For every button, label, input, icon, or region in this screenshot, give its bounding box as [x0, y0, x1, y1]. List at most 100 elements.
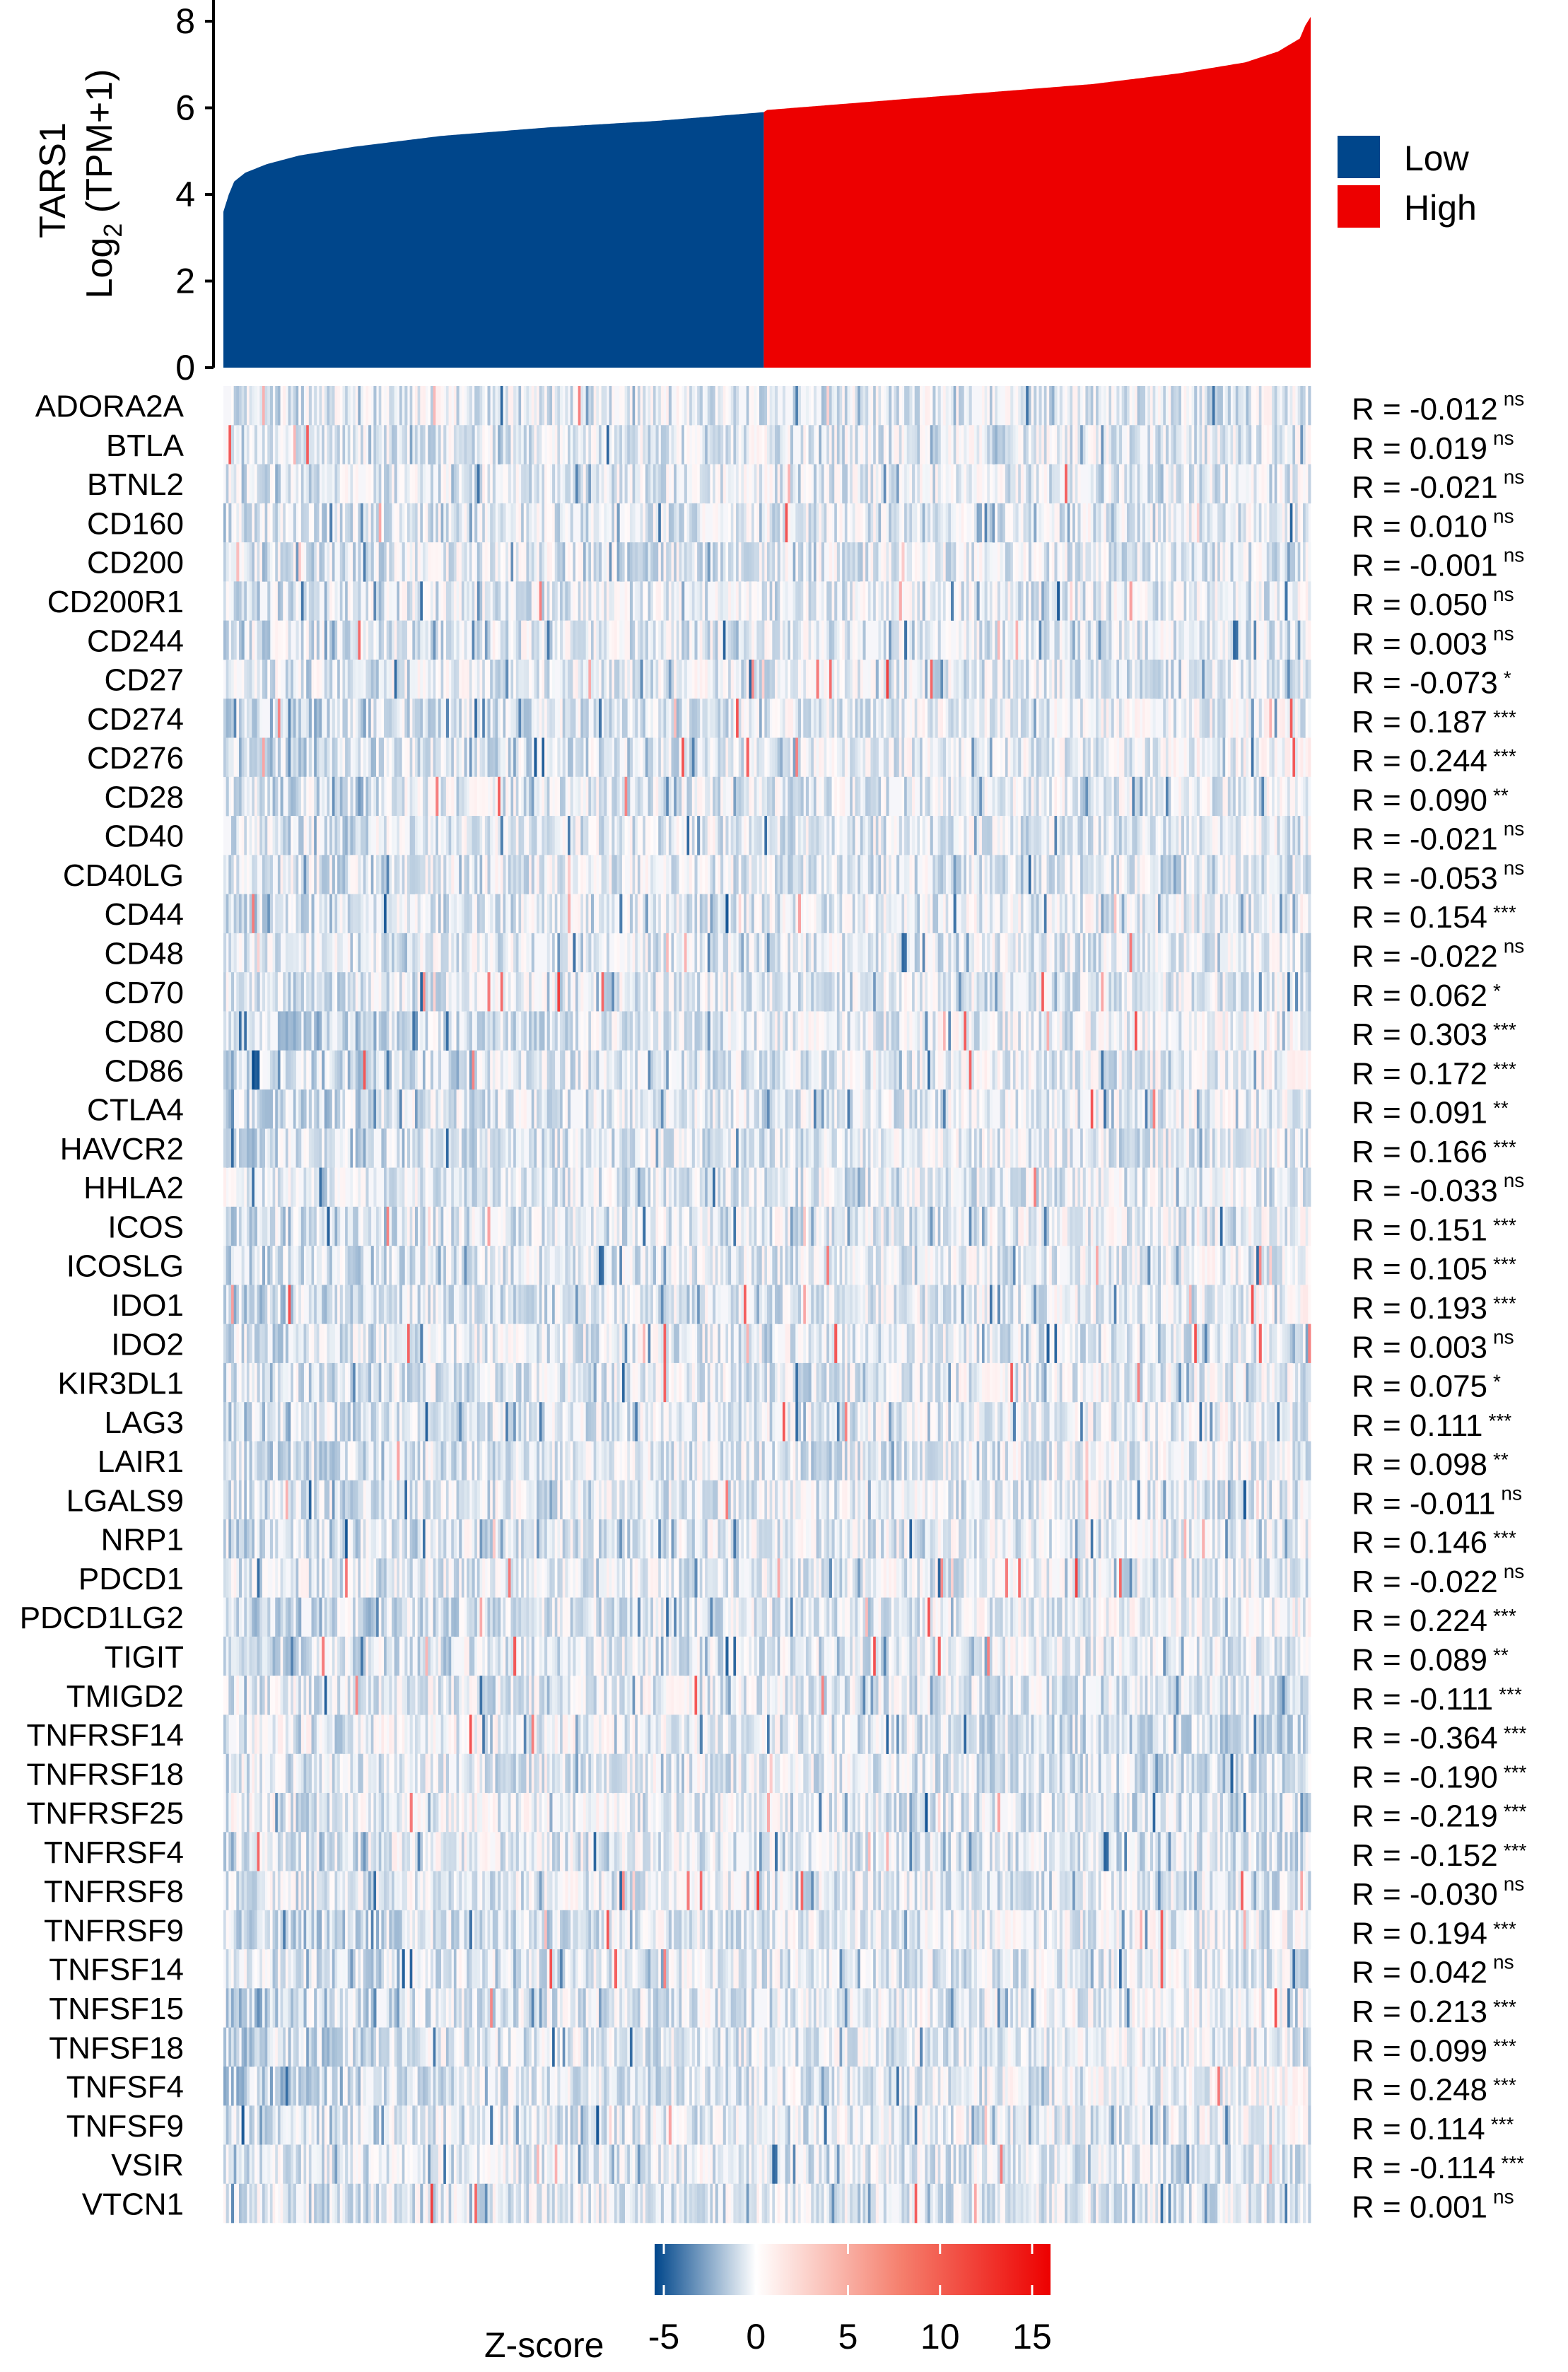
heatmap-cell — [774, 659, 778, 699]
heatmap-cell — [966, 776, 970, 817]
heatmap-cell — [456, 620, 460, 660]
heatmap-cell — [308, 464, 312, 504]
heatmap-cell — [741, 542, 744, 582]
heatmap-cell — [619, 659, 623, 699]
heatmap-cell — [464, 737, 467, 778]
heatmap-cell — [492, 581, 496, 621]
heatmap-cell — [1018, 737, 1022, 778]
heatmap-cell — [736, 816, 739, 855]
heatmap-cell — [1020, 699, 1024, 738]
heatmap-cell — [479, 776, 483, 817]
heatmap-cell — [531, 894, 534, 934]
heatmap-cell — [453, 620, 457, 660]
heatmap-cell — [666, 386, 669, 426]
heatmap-cell — [855, 816, 858, 855]
heatmap-cell — [353, 816, 356, 855]
heatmap-cell — [969, 776, 972, 817]
heatmap-cell — [1082, 816, 1086, 855]
heatmap-cell — [1028, 816, 1031, 855]
heatmap-cell — [298, 542, 302, 582]
heatmap-cell — [816, 620, 819, 660]
heatmap-cell — [976, 699, 980, 738]
heatmap-cell — [1147, 894, 1151, 934]
heatmap-cell — [826, 816, 830, 855]
heatmap-cell — [1191, 425, 1195, 465]
heatmap-cell — [368, 425, 372, 465]
heatmap-cell — [236, 581, 240, 621]
heatmap-cell — [826, 620, 830, 660]
heatmap-cell — [1238, 581, 1241, 621]
heatmap-cell — [583, 503, 587, 543]
heatmap-cell — [749, 776, 752, 817]
heatmap-cell — [1168, 737, 1171, 778]
heatmap-cell — [948, 816, 952, 855]
heatmap-cell — [751, 776, 755, 817]
heatmap-cell — [826, 503, 830, 543]
heatmap-cell — [257, 737, 260, 778]
heatmap-cell — [720, 816, 724, 855]
heatmap-cell — [663, 542, 667, 582]
heatmap-cell — [1173, 464, 1176, 504]
heatmap-cell — [394, 542, 397, 582]
heatmap-cell — [590, 816, 595, 855]
heatmap-cell — [958, 464, 962, 504]
heatmap-cell — [746, 855, 749, 894]
heatmap-cell — [381, 855, 385, 894]
heatmap-cell — [894, 464, 897, 504]
heatmap-cell — [277, 581, 281, 621]
heatmap-cell — [244, 894, 247, 934]
heatmap-cell — [722, 659, 726, 699]
heatmap-cell — [891, 503, 894, 543]
heatmap-cell — [508, 464, 511, 504]
heatmap-cell — [1106, 659, 1109, 699]
heatmap-cell — [1168, 776, 1171, 817]
heatmap-cell — [754, 737, 757, 778]
legend-swatch-high — [1338, 185, 1380, 228]
heatmap-cell — [813, 503, 817, 543]
heatmap-cell — [308, 894, 312, 934]
heatmap-cell — [1140, 464, 1143, 504]
heatmap-cell — [228, 503, 232, 543]
heatmap-cell — [858, 855, 861, 894]
heatmap-cell — [940, 503, 944, 543]
heatmap-cell — [433, 855, 436, 894]
heatmap-cell — [1088, 581, 1092, 621]
heatmap-cell — [1202, 581, 1205, 621]
heatmap-cell — [386, 503, 390, 543]
heatmap-cell — [324, 425, 327, 465]
heatmap-cell — [1062, 737, 1065, 778]
heatmap-cell — [492, 776, 496, 817]
heatmap-cell — [676, 503, 679, 543]
heatmap-cell — [1243, 659, 1246, 699]
heatmap-cell — [1227, 620, 1231, 660]
heatmap-cell — [1253, 855, 1257, 894]
heatmap-cell — [883, 425, 887, 465]
heatmap-cell — [914, 699, 918, 738]
heatmap-cell — [772, 894, 776, 934]
heatmap-cell — [1173, 737, 1176, 778]
heatmap-cell — [782, 425, 786, 465]
heatmap-cell — [433, 542, 436, 582]
heatmap-cell — [645, 581, 648, 621]
heatmap-cell — [521, 894, 525, 934]
heatmap-cell — [1098, 581, 1101, 621]
heatmap-cell — [422, 503, 426, 543]
heatmap-cell — [1165, 737, 1169, 778]
heatmap-cell — [537, 581, 540, 621]
heatmap-cell — [319, 659, 322, 699]
heatmap-cell — [1010, 386, 1014, 426]
heatmap-cell — [1258, 425, 1262, 465]
heatmap-cell — [1070, 581, 1073, 621]
heatmap-cell — [821, 542, 824, 582]
heatmap-cell — [805, 776, 809, 817]
heatmap-cell — [277, 933, 281, 973]
heatmap-cell — [353, 737, 356, 778]
heatmap-cell — [565, 503, 568, 543]
heatmap-cell — [733, 816, 737, 855]
heatmap-cell — [774, 737, 778, 778]
heatmap-cell — [1137, 699, 1140, 738]
heatmap-cell — [1246, 776, 1249, 817]
heatmap-cell — [961, 425, 964, 465]
heatmap-cell — [645, 425, 648, 465]
heatmap-cell — [549, 855, 553, 894]
